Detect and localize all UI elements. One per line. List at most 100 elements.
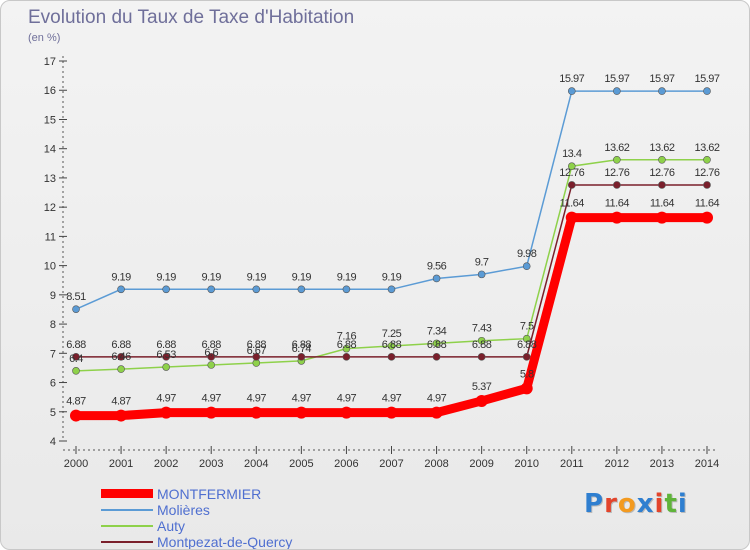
data-label: 7.34 xyxy=(427,325,447,337)
y-tick-label: 5 xyxy=(50,407,56,419)
x-tick-label: 2002 xyxy=(154,458,178,470)
x-tick-label: 2006 xyxy=(334,458,358,470)
data-label: 6.88 xyxy=(292,339,312,351)
data-label: 12.76 xyxy=(604,167,629,179)
x-tick-label: 2011 xyxy=(560,458,584,470)
data-point xyxy=(655,211,668,224)
x-tick-label: 2009 xyxy=(469,458,493,470)
x-tick-label: 2001 xyxy=(109,458,133,470)
data-point xyxy=(430,406,443,419)
data-label: 7.16 xyxy=(337,331,357,343)
data-point xyxy=(72,353,80,361)
legend-swatch xyxy=(101,525,153,527)
data-point xyxy=(432,274,441,283)
logo-letter: i xyxy=(654,489,665,519)
data-label: 7.25 xyxy=(382,328,402,340)
legend-item: Molières xyxy=(101,502,361,518)
data-label: 7.43 xyxy=(472,323,492,335)
data-label: 9.19 xyxy=(337,271,357,283)
unit-label: (en %) xyxy=(28,32,61,44)
data-label: 6.88 xyxy=(66,339,86,351)
data-point xyxy=(162,363,170,371)
y-tick-label: 12 xyxy=(44,202,56,214)
series-lines xyxy=(70,87,713,422)
data-point xyxy=(522,353,531,361)
data-label: 6.6 xyxy=(204,347,218,359)
data-point xyxy=(387,353,396,361)
data-point xyxy=(387,285,396,294)
data-label: 6.88 xyxy=(337,339,357,351)
x-tick-label: 2005 xyxy=(289,458,313,470)
data-label: 9.7 xyxy=(475,256,489,268)
data-label: 6.46 xyxy=(111,351,131,363)
data-label: 4.97 xyxy=(156,393,176,405)
x-tick-label: 2007 xyxy=(379,458,403,470)
proxiti-logo: Proxiti xyxy=(584,489,688,519)
y-tick-label: 14 xyxy=(44,144,56,156)
data-point xyxy=(567,162,576,171)
data-point xyxy=(613,181,621,189)
data-point xyxy=(520,382,533,395)
axes: 4 5 6 7 8 9 10 11 12 13 14 15 16 17 2000 2001 2002 2003 20… xyxy=(44,56,719,470)
data-label: 9.19 xyxy=(292,271,312,283)
data-label: 9.19 xyxy=(111,271,131,283)
data-label: 11.64 xyxy=(605,198,630,210)
data-point xyxy=(475,394,488,407)
y-tick-label: 9 xyxy=(50,290,56,302)
data-point xyxy=(701,211,713,224)
data-label: 4.87 xyxy=(111,396,131,408)
legend-item: MONTFERMIER xyxy=(101,486,361,502)
data-point xyxy=(385,406,398,419)
legend-swatch xyxy=(101,509,153,511)
x-tick-label: 2003 xyxy=(199,458,223,470)
legend-label: Molières xyxy=(157,502,210,518)
data-label: 6.88 xyxy=(247,339,267,351)
data-label: 7.5 xyxy=(520,321,534,333)
data-label: 15.97 xyxy=(649,73,674,85)
data-point xyxy=(117,353,125,361)
data-label: 6.74 xyxy=(292,343,312,355)
data-label: 4.97 xyxy=(382,393,402,405)
legend-label: Montpezat-de-Quercy xyxy=(157,534,293,550)
data-label: 15.97 xyxy=(604,73,629,85)
y-tick-label: 17 xyxy=(44,56,56,68)
data-point xyxy=(387,342,396,350)
data-label: 13.62 xyxy=(694,142,719,154)
logo-letter: P xyxy=(584,489,605,519)
data-label: 6.88 xyxy=(472,339,492,351)
data-label: 13.62 xyxy=(604,142,629,154)
data-label: 9.98 xyxy=(517,248,537,260)
data-point xyxy=(297,285,306,294)
data-point xyxy=(613,87,621,95)
data-label: 6.88 xyxy=(156,339,176,351)
data-label: 6.88 xyxy=(382,339,402,351)
data-label: 11.64 xyxy=(695,198,720,210)
data-point xyxy=(117,365,125,373)
data-point xyxy=(297,353,306,361)
logo-letter: i xyxy=(677,489,688,519)
y-tick-label: 15 xyxy=(44,114,56,126)
data-point xyxy=(703,156,711,164)
data-labels: 8.51 9.19 9.19 9.19 9.19 9.19 9.19 9.19 9.56 9.7 9… xyxy=(66,73,720,407)
data-point xyxy=(340,406,353,419)
data-point xyxy=(115,409,128,422)
data-point xyxy=(70,409,82,422)
data-label: 8.51 xyxy=(66,291,86,303)
x-tick-label: 2014 xyxy=(695,458,719,470)
x-tick-label: 2000 xyxy=(64,458,88,470)
data-point xyxy=(432,353,441,361)
legend-swatch xyxy=(101,541,153,543)
data-label: 9.19 xyxy=(382,271,402,283)
data-point xyxy=(342,285,351,294)
data-label: 6.4 xyxy=(69,353,83,365)
data-point xyxy=(658,181,666,189)
legend-swatch xyxy=(101,489,153,498)
data-label: 5.8 xyxy=(520,368,534,380)
y-tick-label: 4 xyxy=(50,436,56,448)
data-point xyxy=(117,285,125,294)
data-label: 4.87 xyxy=(66,396,86,408)
x-tick-label: 2004 xyxy=(244,458,268,470)
data-label: 4.97 xyxy=(247,393,267,405)
